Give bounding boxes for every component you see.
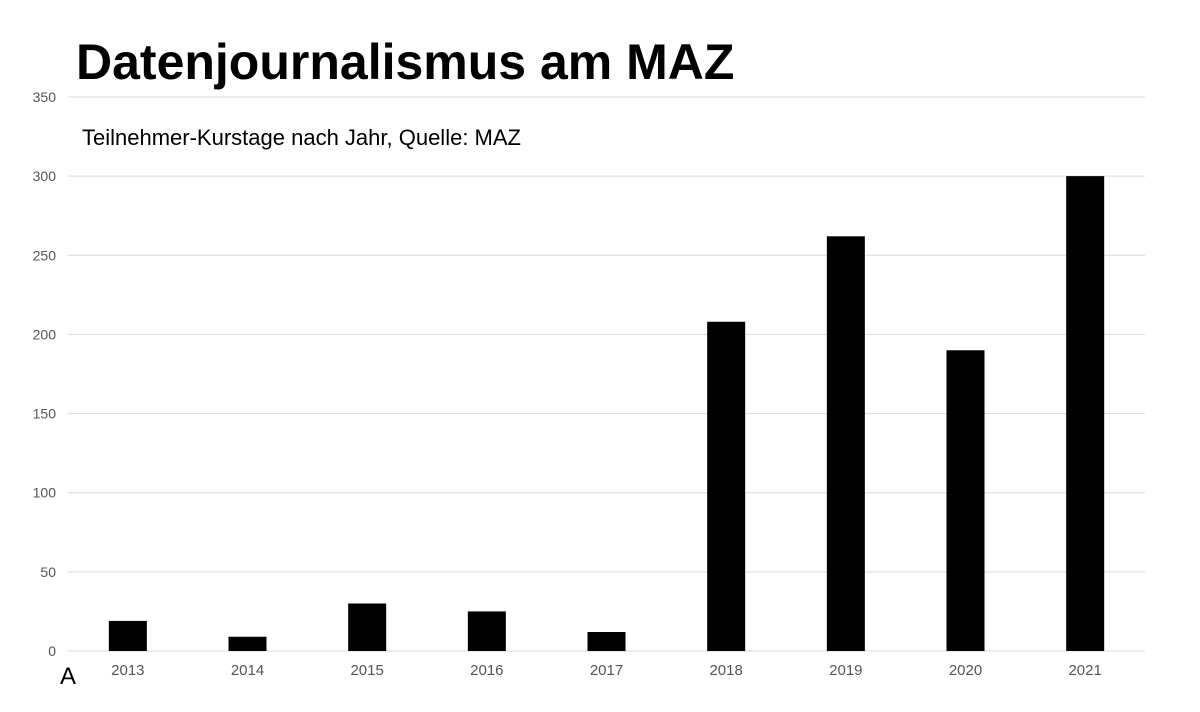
x-tick-label: 2017 <box>590 662 623 679</box>
corner-label: A <box>60 662 76 692</box>
x-tick-label: 2013 <box>111 662 144 679</box>
x-tick-label: 2015 <box>350 662 383 679</box>
bar-2019 <box>827 236 865 651</box>
y-tick-label: 50 <box>40 564 56 580</box>
y-tick-label: 300 <box>33 168 57 184</box>
y-tick-label: 350 <box>33 89 57 105</box>
y-tick-label: 200 <box>33 326 57 342</box>
chart-title: Datenjournalismus am MAZ <box>76 32 734 92</box>
bar-2018 <box>707 322 745 651</box>
x-tick-label: 2014 <box>231 662 264 679</box>
y-tick-label: 250 <box>33 247 57 263</box>
x-tick-label: 2018 <box>709 662 742 679</box>
bar-2014 <box>229 637 267 651</box>
x-tick-label: 2021 <box>1068 662 1101 679</box>
x-axis-tick-labels: 2013 2014 2015 2016 2017 2018 2019 2020 2021 <box>111 662 1102 679</box>
bar-2017 <box>588 632 626 651</box>
y-tick-label: 150 <box>33 406 57 422</box>
bar-2020 <box>947 350 985 651</box>
bar-2015 <box>348 604 386 651</box>
bar-2013 <box>109 621 147 651</box>
chart-subtitle: Teilnehmer-Kurstage nach Jahr, Quelle: M… <box>82 124 521 152</box>
bar-2021 <box>1066 176 1104 651</box>
y-axis-tick-labels: 0 50 100 150 200 250 300 350 <box>33 89 57 659</box>
x-tick-label: 2019 <box>829 662 862 679</box>
bar-2016 <box>468 611 506 651</box>
y-tick-label: 100 <box>33 485 57 501</box>
y-tick-label: 0 <box>48 643 56 659</box>
x-tick-label: 2016 <box>470 662 503 679</box>
x-tick-label: 2020 <box>949 662 982 679</box>
